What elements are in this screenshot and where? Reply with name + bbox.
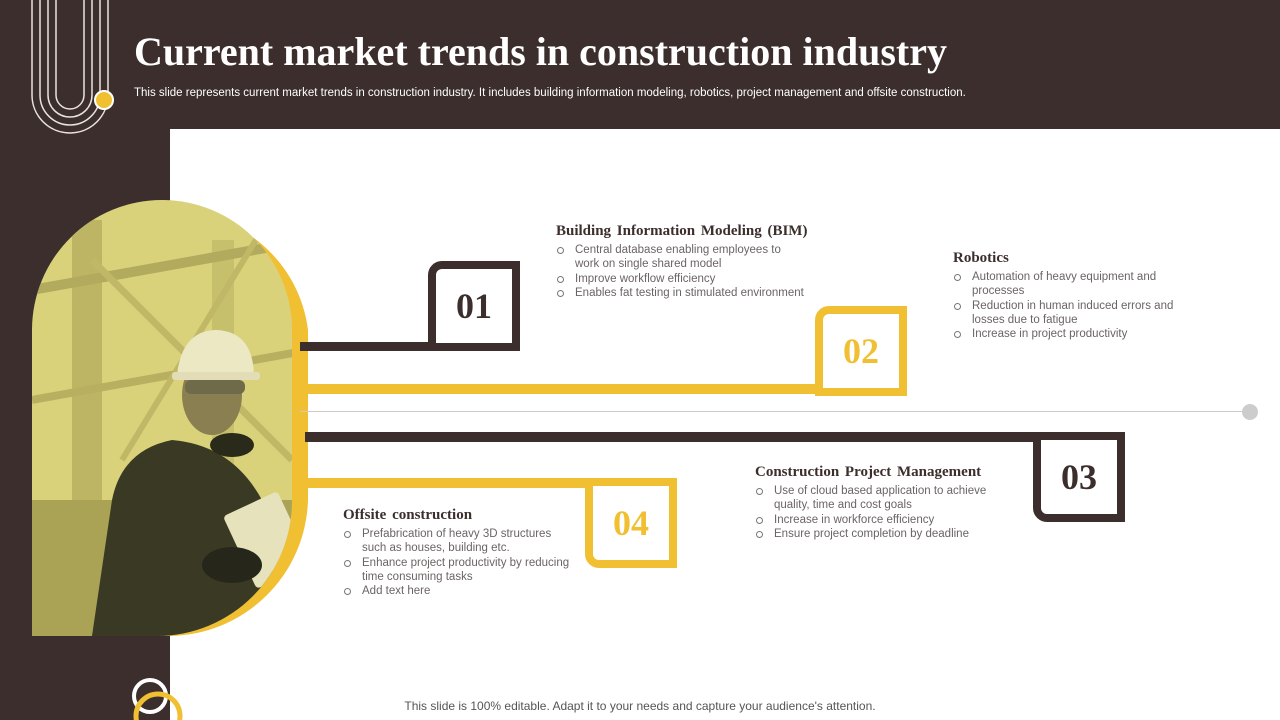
list-item: Ensure project completion by deadline <box>755 527 995 541</box>
step-block-bim: Building Information Modeling (BIM) Cent… <box>556 223 808 300</box>
list-item: Use of cloud based application to achiev… <box>755 484 995 513</box>
connector-01 <box>300 342 445 351</box>
step-block-offsite: Offsite construction Prefabrication of h… <box>343 507 573 598</box>
step-number-02: 02 <box>815 306 907 396</box>
connector-04 <box>300 478 600 488</box>
construction-worker-photo <box>32 200 308 636</box>
list-item: Prefabrication of heavy 3D structures su… <box>343 527 573 556</box>
list-item: Increase in project productivity <box>953 327 1203 341</box>
step-heading-robotics: Robotics <box>953 250 1009 266</box>
list-item: Improve workflow efficiency <box>556 272 806 286</box>
connector-03 <box>305 432 1045 442</box>
list-item: Reduction in human induced errors and lo… <box>953 299 1203 328</box>
slide-subtitle: This slide represents current market tre… <box>134 87 966 99</box>
timeline-end-dot-icon <box>1242 404 1258 420</box>
list-item: Automation of heavy equipment and proces… <box>953 270 1203 299</box>
timeline-line-grey <box>300 411 1250 412</box>
header-band <box>0 0 1280 129</box>
list-item: Enables fat testing in stimulated enviro… <box>556 286 806 300</box>
step-number-01: 01 <box>428 261 520 351</box>
step-heading-bim: Building Information Modeling (BIM) <box>556 223 808 239</box>
step-heading-project-management: Construction Project Management <box>755 464 982 480</box>
step-heading-offsite: Offsite construction <box>343 507 473 523</box>
list-item: Add text here <box>343 584 573 598</box>
slide-title: Current market trends in construction in… <box>134 29 947 74</box>
list-item: Increase in workforce efficiency <box>755 513 995 527</box>
list-item: Enhance project productivity by reducing… <box>343 556 573 585</box>
circles-decoration-icon <box>132 678 183 720</box>
connector-02 <box>300 384 830 394</box>
list-item: Central database enabling employees to w… <box>556 243 806 272</box>
arc-decoration-icon <box>31 0 114 134</box>
step-block-project-management: Construction Project Management Use of c… <box>755 464 995 541</box>
step-number-04: 04 <box>585 478 677 568</box>
footer-note: This slide is 100% editable. Adapt it to… <box>404 699 876 713</box>
content-area <box>170 129 1280 720</box>
step-block-robotics: Robotics Automation of heavy equipment a… <box>953 250 1203 341</box>
step-number-03: 03 <box>1033 432 1125 522</box>
